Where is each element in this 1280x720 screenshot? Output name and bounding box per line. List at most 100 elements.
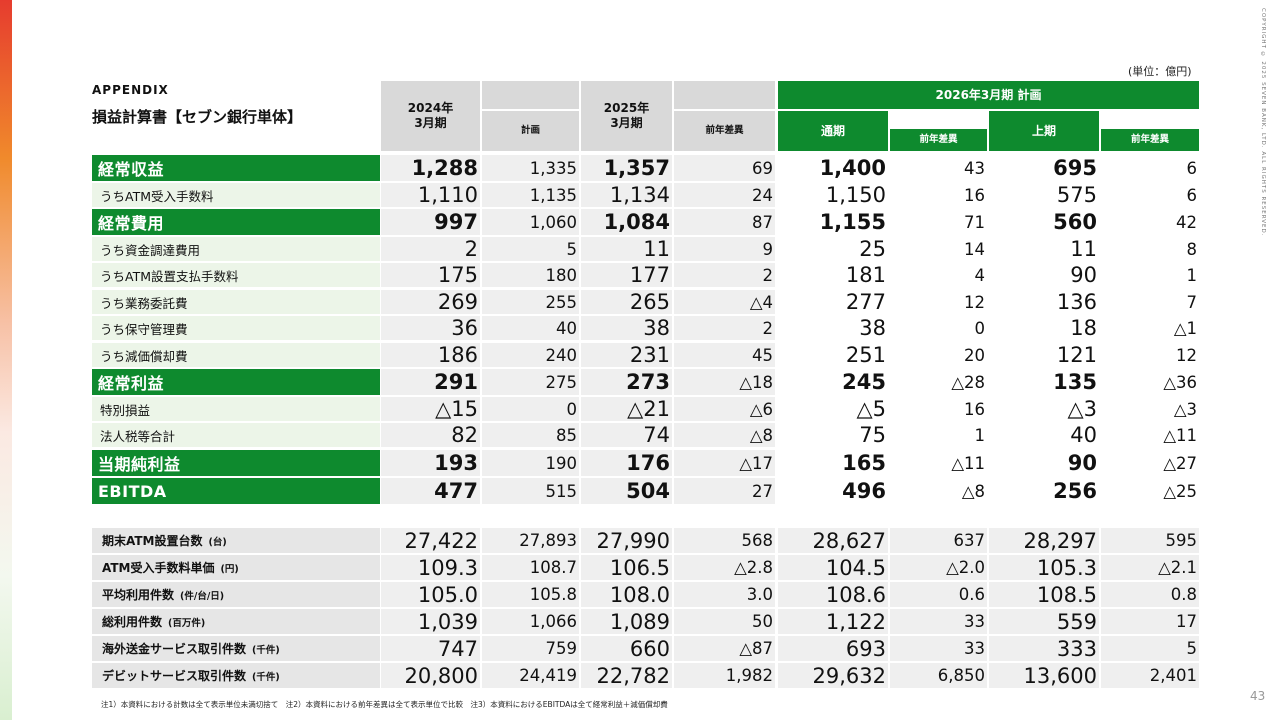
cell-fy2026-half-year-yoy: △1 [1173,318,1197,338]
cell-fy2026-full-year-yoy: 16 [964,185,985,205]
header-half-year: 上期 [989,111,1099,151]
header-plan: 計画 [482,111,579,151]
cell-fy2026-half-year-yoy: 5 [1101,636,1199,661]
cell-yoy: 3.0 [674,582,775,607]
cell-yoy: 50 [674,609,775,634]
cell-fy2025: 22,782 [581,663,672,688]
cell-fy2026-full-year-yoy: △8 [961,481,985,501]
cell-plan: 255 [482,290,579,314]
cell-fy2026-half-year-yoy: △3 [1173,399,1197,419]
cell-fy2026-half-year: 13,600 [989,663,1099,688]
cell-yoy: △18 [674,369,775,395]
kpi-row-label: 平均利用件数 (件/台/日) [92,582,380,607]
row-label-text: 総利用件数 [102,615,163,629]
header-fy2025: 2025年 3月期 [581,81,672,151]
cell-yoy: 27 [674,478,775,504]
cell-plan: 759 [482,636,579,661]
row-unit-text: (百万件) [168,617,206,629]
cell-fy2026-full-year-yoy: 12 [964,292,985,312]
row-label-text: うち減価償却費 [100,348,188,364]
cell-fy2026-full-year-yoy: 4 [974,265,986,285]
header-fy2026-plan: 2026年3月期 計画 [778,81,1199,109]
cell-fy2024: 27,422 [381,528,480,553]
header-plan-top [482,81,579,109]
row-label-text: 経常収益 [98,160,165,179]
cell-fy2026-full-year-yoy: 43 [964,158,985,178]
cell-yoy: △6 [674,397,775,421]
cell-fy2024: 747 [381,636,480,661]
row-label-text: 特別損益 [100,402,151,418]
cell-yoy: △2.8 [674,555,775,580]
cell-yoy: △4 [674,290,775,314]
cell-fy2026-full-year: 165 [842,451,886,475]
footnote: 注1）本資料における計数は全て表示単位未満切捨て 注2）本資料における前年差異は… [101,700,668,709]
cell-fy2026-full-year: 1,122 [778,609,888,634]
cell-plan: 190 [482,450,579,476]
cell-fy2026-half-year-yoy: 6 [1186,158,1198,178]
cell-fy2026-half-year-yoy: △25 [1163,481,1197,501]
header-yoy-full-year: 前年差異 [890,129,987,151]
cell-fy2026-half-year: 105.3 [989,555,1099,580]
cell-fy2025: 265 [581,290,672,314]
cell-fy2024: 997 [381,209,480,235]
cell-fy2026-full-year: 28,627 [778,528,888,553]
cell-fy2026-half-year: 136 [1056,290,1097,314]
cell-fy2026-half-year: 121 [1056,343,1097,367]
cell-fy2026-full-year: △5 [856,397,886,421]
cell-fy2026-full-year: 1,155 [819,210,886,234]
cell-fy2026-full-year-yoy: △2.0 [890,555,987,580]
cell-fy2026-half-year-yoy: 0.8 [1101,582,1199,607]
cell-fy2026-full-year-yoy: 14 [964,239,985,259]
cell-fy2026-half-year-yoy: △27 [1163,453,1197,473]
cell-fy2026-full-year-yoy: 0.6 [890,582,987,607]
cell-plan: 275 [482,369,579,395]
cell-fy2024: 193 [381,450,480,476]
cell-fy2026-full-year: 29,632 [778,663,888,688]
cell-yoy: 9 [674,237,775,261]
cell-fy2026-half-year: 40 [1070,423,1097,447]
cell-fy2026-full-year-yoy: 20 [964,345,985,365]
cell-fy2026-half-year: 28,297 [989,528,1099,553]
cell-fy2026-full-year-yoy: △28 [951,372,985,392]
cell-fy2024: 477 [381,478,480,504]
cell-fy2025: 11 [581,237,672,261]
cell-yoy: 87 [674,209,775,235]
cell-plan: 0 [482,397,579,421]
row-label-text: うち資金調達費用 [100,242,201,258]
cell-fy2026-full-year-yoy: 0 [974,318,986,338]
row-label-text: 経常費用 [98,214,165,233]
row-label-text: 平均利用件数 [102,588,175,602]
cell-fy2026-full-year: 1,400 [819,156,886,180]
cell-plan: 85 [482,423,579,447]
pl-row-label: うち減価償却費 [92,343,380,367]
header-yoy: 前年差異 [674,111,775,151]
cell-fy2026-half-year: △3 [1067,397,1097,421]
pl-row-label: うち保守管理費 [92,316,380,340]
cell-fy2026-full-year: 1,150 [825,183,886,207]
cell-plan: 40 [482,316,579,340]
cell-fy2026-full-year-yoy: 6,850 [890,663,987,688]
cell-fy2026-half-year-yoy: 42 [1176,212,1197,232]
cell-fy2026-full-year: 75 [859,423,886,447]
cell-fy2026-half-year-yoy: △11 [1163,425,1197,445]
page-number: 43 [1250,689,1266,703]
cell-fy2025: 74 [581,423,672,447]
cell-fy2026-half-year-yoy: 7 [1186,292,1198,312]
cell-fy2026-half-year: 575 [1056,183,1097,207]
cell-yoy: 69 [674,155,775,181]
cell-fy2025: 176 [581,450,672,476]
cell-fy2026-half-year: 11 [1070,237,1097,261]
kpi-row-label: 期末ATM設置台数 (台) [92,528,380,553]
row-label-text: EBITDA [98,481,167,501]
row-label-text: 法人税等合計 [100,428,176,444]
cell-fy2026-half-year-yoy: 1 [1186,265,1198,285]
header-yoy-half-year: 前年差異 [1101,129,1199,151]
cell-yoy: 2 [674,263,775,287]
pl-row-label: 経常収益 [92,155,380,181]
cell-fy2025: 1,084 [581,209,672,235]
cell-fy2026-full-year-yoy: 71 [964,212,985,232]
cell-fy2025: △21 [581,397,672,421]
cell-plan: 1,066 [482,609,579,634]
cell-fy2026-full-year-yoy: 1 [974,425,986,445]
pl-row-label: 法人税等合計 [92,423,380,447]
